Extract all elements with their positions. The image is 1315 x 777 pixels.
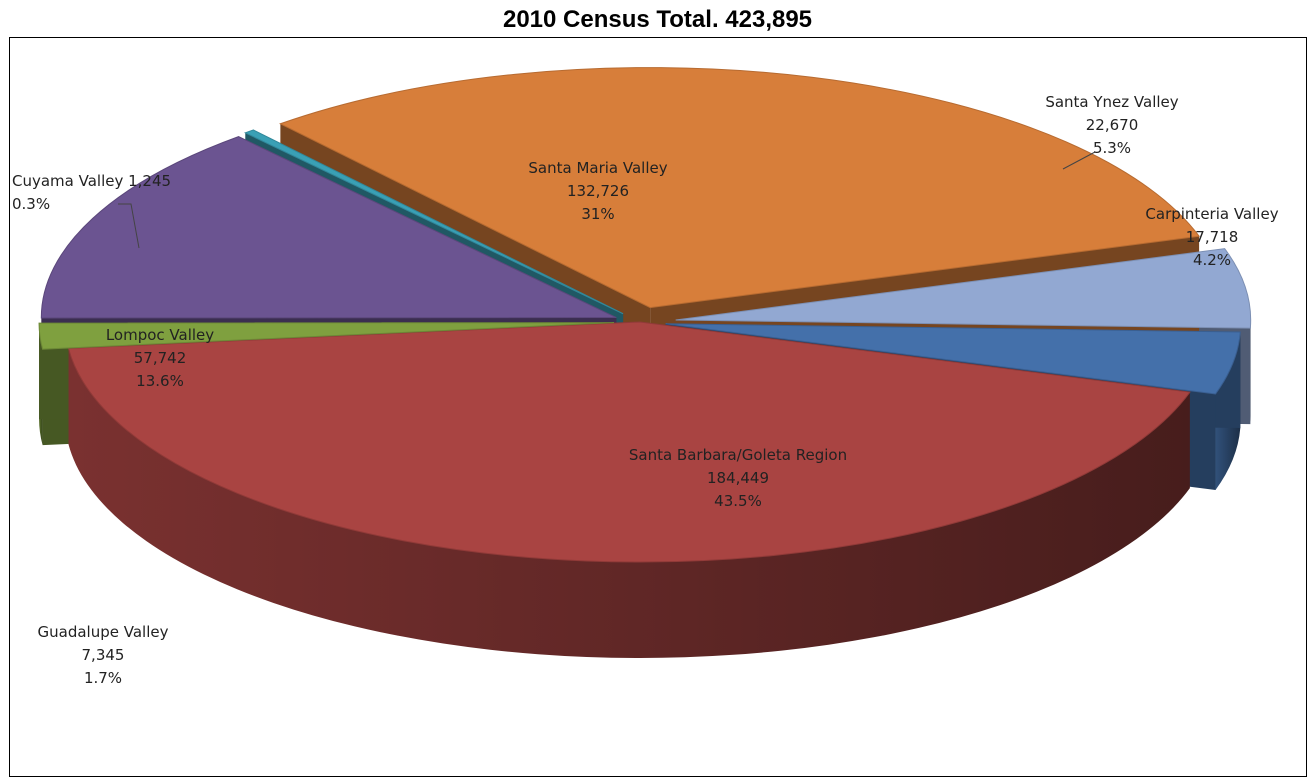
slice-label-name-santa-maria-valley: Santa Maria Valley (528, 159, 667, 177)
slice-label-name-guadalupe-valley: Guadalupe Valley (38, 623, 169, 641)
slice-label-value-santa-ynez-valley: 22,670 (1086, 116, 1139, 134)
slice-label-guadalupe-valley: Guadalupe Valley 7,345 1.7% (38, 623, 169, 687)
slice-label-value-guadalupe-valley: 7,345 (82, 646, 125, 664)
slice-label-name-carpinteria-valley: Carpinteria Valley (1145, 205, 1278, 223)
slice-label-percent-santa-barbara-goleta-region: 43.5% (714, 492, 762, 510)
slice-label-name-santa-barbara-goleta-region: Santa Barbara/Goleta Region (629, 446, 847, 464)
slice-label-name-value-cuyama-valley: Cuyama Valley 1,245 (12, 172, 171, 190)
slice-label-percent-santa-maria-valley: 31% (581, 205, 614, 223)
slice-label-value-santa-maria-valley: 132,726 (567, 182, 629, 200)
slice-label-percent-guadalupe-valley: 1.7% (84, 669, 122, 687)
slice-label-value-carpinteria-valley: 17,718 (1186, 228, 1239, 246)
slice-label-value-lompoc-valley: 57,742 (134, 349, 187, 367)
slice-label-name-lompoc-valley: Lompoc Valley (106, 326, 214, 344)
slice-label-name-santa-ynez-valley: Santa Ynez Valley (1045, 93, 1178, 111)
slice-label-value-santa-barbara-goleta-region: 184,449 (707, 469, 769, 487)
slice-label-percent-santa-ynez-valley: 5.3% (1093, 139, 1131, 157)
slice-label-percent-lompoc-valley: 13.6% (136, 372, 184, 390)
slice-label-percent-carpinteria-valley: 4.2% (1193, 251, 1231, 269)
slice-label-percent-cuyama-valley: 0.3% (12, 195, 50, 213)
